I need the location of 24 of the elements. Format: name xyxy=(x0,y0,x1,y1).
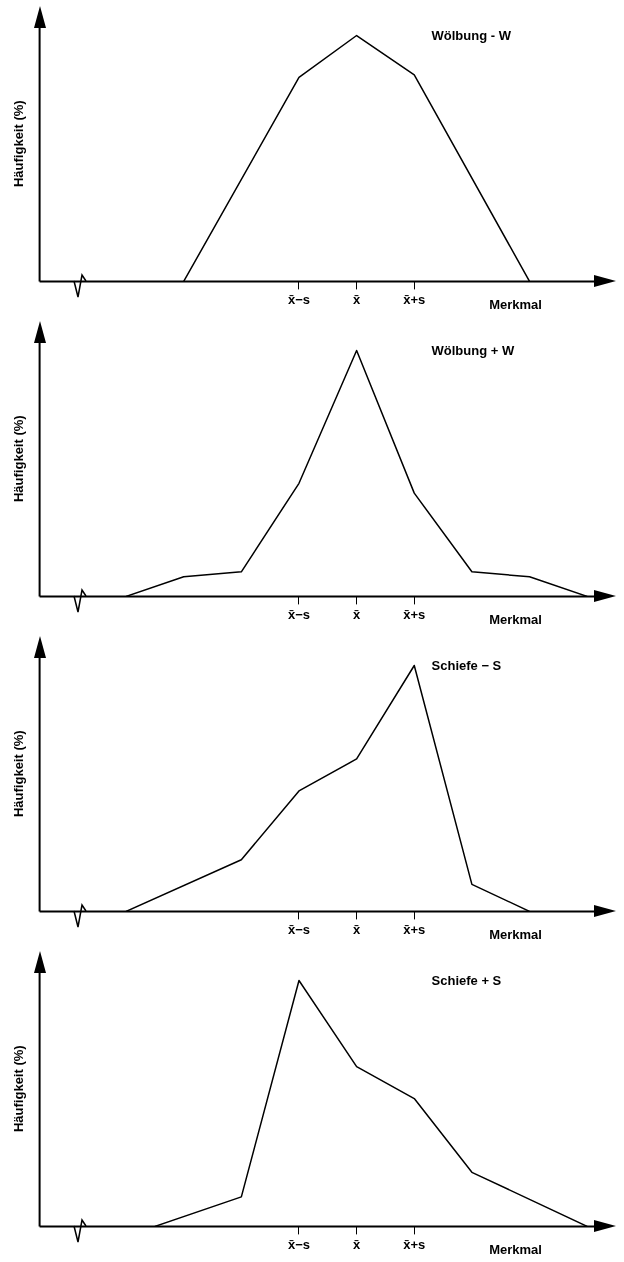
x-axis-title: Merkmal xyxy=(489,611,542,627)
chart-title: Schiefe − S xyxy=(431,657,502,673)
x-tick-label: x̄+s xyxy=(403,921,426,937)
chart-title: Schiefe + S xyxy=(431,972,502,988)
x-tick-label: x̄−s xyxy=(287,606,311,622)
x-axis-title: Merkmal xyxy=(489,926,542,942)
chart-title: Wölbung - W xyxy=(431,27,512,43)
x-tick-label: x̄ xyxy=(353,606,361,622)
x-tick-label: x̄ xyxy=(353,1236,361,1252)
x-tick-label: x̄−s xyxy=(287,291,311,307)
x-axis-title: Merkmal xyxy=(489,296,542,312)
y-axis-title: Häufigkeit (%) xyxy=(11,1045,27,1133)
x-tick-label: x̄+s xyxy=(403,606,426,622)
y-axis-title: Häufigkeit (%) xyxy=(11,415,27,503)
x-tick-label: x̄−s xyxy=(287,921,311,937)
x-axis-title: Merkmal xyxy=(489,1241,542,1257)
x-tick-label: x̄+s xyxy=(403,291,426,307)
x-tick-label: x̄ xyxy=(353,291,361,307)
x-tick-label: x̄−s xyxy=(287,1236,311,1252)
x-tick-label: x̄ xyxy=(353,921,361,937)
y-axis-title: Häufigkeit (%) xyxy=(11,100,27,188)
chart-title: Wölbung + W xyxy=(431,342,515,358)
y-axis-title: Häufigkeit (%) xyxy=(11,730,27,818)
x-tick-label: x̄+s xyxy=(403,1236,426,1252)
